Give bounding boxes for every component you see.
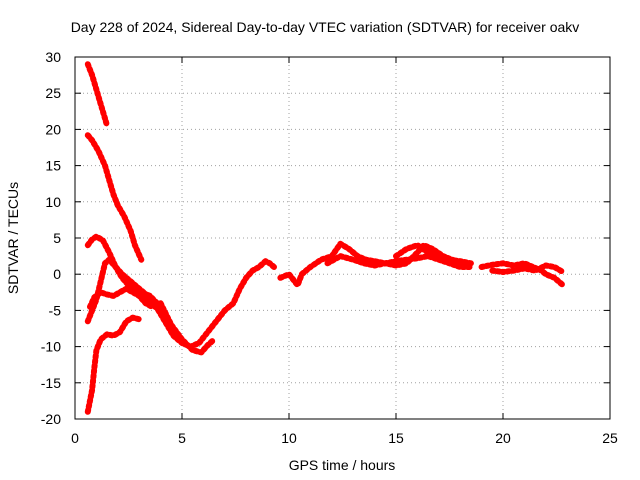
- y-tick-label: -20: [41, 411, 61, 427]
- y-tick-label: 0: [53, 266, 61, 282]
- y-tick-label: -15: [41, 375, 61, 391]
- y-tick-label: 30: [45, 49, 61, 65]
- x-tick-label: 15: [388, 430, 404, 446]
- y-axis-label: SDTVAR / TECUs: [5, 182, 21, 294]
- y-tick-label: -5: [49, 302, 62, 318]
- y-tick-label: 5: [53, 230, 61, 246]
- series-arc-2: [84, 132, 145, 263]
- axis-ticks: 0 5 10 15 20 25 -20 -15 -10 -5 0 5 10 15 20 25 30: [41, 49, 618, 446]
- series-arc-12: [478, 260, 566, 289]
- y-tick-label: -10: [41, 339, 61, 355]
- x-tick-label: 25: [602, 430, 618, 446]
- y-tick-label: 20: [45, 121, 61, 137]
- chart-title: Day 228 of 2024, Sidereal Day-to-day VTE…: [71, 19, 580, 35]
- x-tick-label: 20: [495, 430, 511, 446]
- x-axis-label: GPS time / hours: [289, 457, 396, 473]
- series-arc-3: [84, 314, 145, 415]
- data-series: [84, 61, 566, 415]
- y-tick-label: 10: [45, 194, 61, 210]
- grid: [75, 57, 610, 419]
- y-tick-label: 25: [45, 85, 61, 101]
- series-arc-9: [277, 240, 474, 289]
- series-arc-6: [87, 285, 155, 310]
- series-arc-8: [157, 300, 218, 356]
- x-tick-label: 10: [281, 430, 297, 446]
- x-tick-label: 5: [178, 430, 186, 446]
- series-arc-13: [489, 262, 566, 275]
- series-arc-7: [127, 258, 277, 350]
- series-arc-11: [393, 242, 474, 267]
- series-arc-1: [84, 61, 111, 129]
- y-tick-label: 15: [45, 158, 61, 174]
- x-tick-label: 0: [71, 430, 79, 446]
